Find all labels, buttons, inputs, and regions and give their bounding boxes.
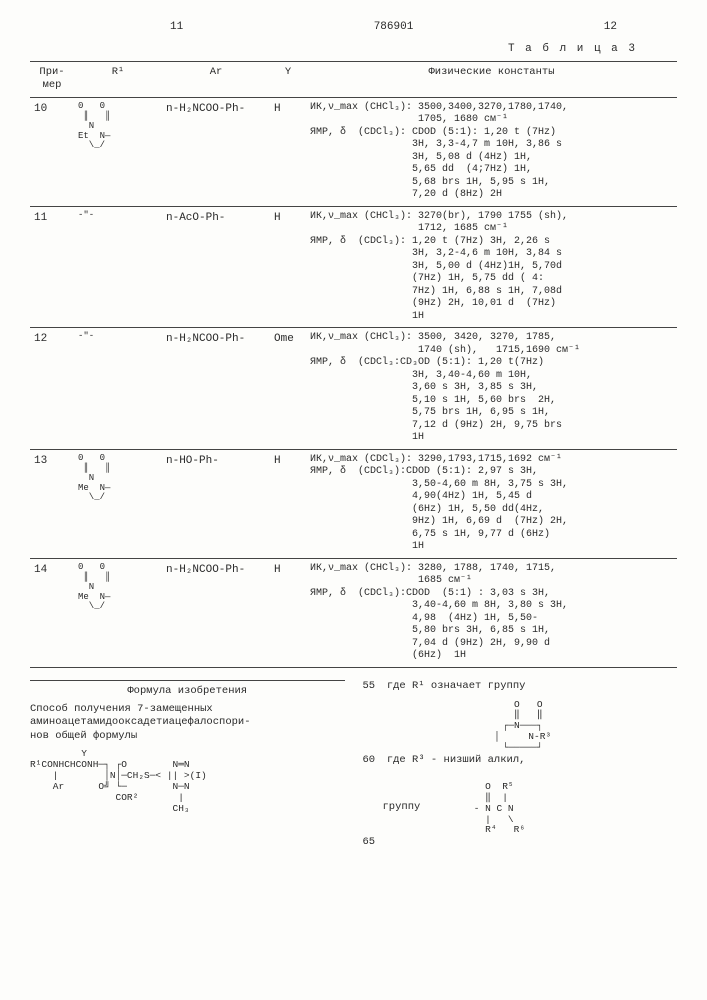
- page-left: 11: [170, 20, 183, 34]
- table-row: 12-"-n-H₂NCOO-Ph-OmeИК,ν_max (CHCl₃): 35…: [30, 328, 677, 450]
- claim-text: Способ получения 7-замещенных аминоацета…: [30, 703, 345, 744]
- cell-ar: n-AcO-Ph-: [162, 206, 270, 328]
- cell-phys: ИК,ν_max (CHCl₃): 3500,3400,3270,1780,17…: [306, 97, 677, 206]
- table-row: 130 0 ║ ║ N Me N— \_/n-HO-Ph-HИК,ν_max (…: [30, 449, 677, 558]
- cell-phys: ИК,ν_max (CHCl₃): 3270(br), 1790 1755 (s…: [306, 206, 677, 328]
- cell-n: 11: [30, 206, 74, 328]
- cell-r1: 0 0 ║ ║ N Me N— \_/: [74, 558, 162, 667]
- table-caption: Т а б л и ц а 3: [30, 42, 637, 56]
- group-struct-1: O O ‖ ‖ ┌─N───┐ │ N-R³ └─────┘: [363, 700, 678, 755]
- cell-n: 10: [30, 97, 74, 206]
- th-ar: Ar: [162, 61, 270, 97]
- cell-y: H: [270, 558, 306, 667]
- line-55: 55: [363, 680, 381, 694]
- cell-y: H: [270, 449, 306, 558]
- cell-r1: -"-: [74, 206, 162, 328]
- page-header: 11 786901 12: [170, 20, 617, 34]
- group-struct-2: O R⁵ ‖ | - N C N | \ R⁴ R⁶: [457, 782, 525, 837]
- cell-ar: n-H₂NCOO-Ph-: [162, 328, 270, 450]
- table-row: 100 0 ║ ║ N Et N— \_/n-H₂NCOO-Ph-HИК,ν_m…: [30, 97, 677, 206]
- page-center: 786901: [374, 20, 414, 34]
- line-65: 65: [363, 836, 381, 850]
- line-60: 60: [363, 754, 381, 768]
- th-phys: Физические константы: [306, 61, 677, 97]
- cell-n: 13: [30, 449, 74, 558]
- data-table: При- мер R¹ Ar Y Физические константы 10…: [30, 61, 677, 668]
- cell-phys: ИК,ν_max (CHCl₃): 3500, 3420, 3270, 1785…: [306, 328, 677, 450]
- cell-phys: ИК,ν_max (CHCl₃): 3280, 1788, 1740, 1715…: [306, 558, 677, 667]
- cell-ar: n-H₂NCOO-Ph-: [162, 558, 270, 667]
- cell-ar: n-H₂NCOO-Ph-: [162, 97, 270, 206]
- table-row: 11-"-n-AcO-Ph-HИК,ν_max (CHCl₃): 3270(br…: [30, 206, 677, 328]
- cell-phys: ИК,ν_max (CDCl₃): 3290,1793,1715,1692 см…: [306, 449, 677, 558]
- group-label: группу: [383, 801, 421, 813]
- th-r1: R¹: [74, 61, 162, 97]
- table-row: 140 0 ║ ║ N Me N— \_/n-H₂NCOO-Ph-HИК,ν_m…: [30, 558, 677, 667]
- cell-n: 14: [30, 558, 74, 667]
- cell-y: H: [270, 97, 306, 206]
- main-structure: Y R¹CONHCHCONH─┐ ┌O N═N | │N│─CH₂S─< || …: [30, 749, 345, 815]
- where-r1: где R¹ означает группу: [387, 680, 526, 692]
- cell-r1: 0 0 ║ ║ N Me N— \_/: [74, 449, 162, 558]
- th-example: При- мер: [30, 61, 74, 97]
- where-r3: где R³ - низший алкил,: [387, 754, 526, 766]
- page-right: 12: [604, 20, 617, 34]
- cell-y: Ome: [270, 328, 306, 450]
- cell-ar: n-HO-Ph-: [162, 449, 270, 558]
- cell-y: H: [270, 206, 306, 328]
- cell-r1: 0 0 ║ ║ N Et N— \_/: [74, 97, 162, 206]
- formula-title: Формула изобретения: [30, 680, 345, 699]
- th-y: Y: [270, 61, 306, 97]
- claims-section: Формула изобретения Способ получения 7-з…: [30, 680, 677, 850]
- cell-n: 12: [30, 328, 74, 450]
- cell-r1: -"-: [74, 328, 162, 450]
